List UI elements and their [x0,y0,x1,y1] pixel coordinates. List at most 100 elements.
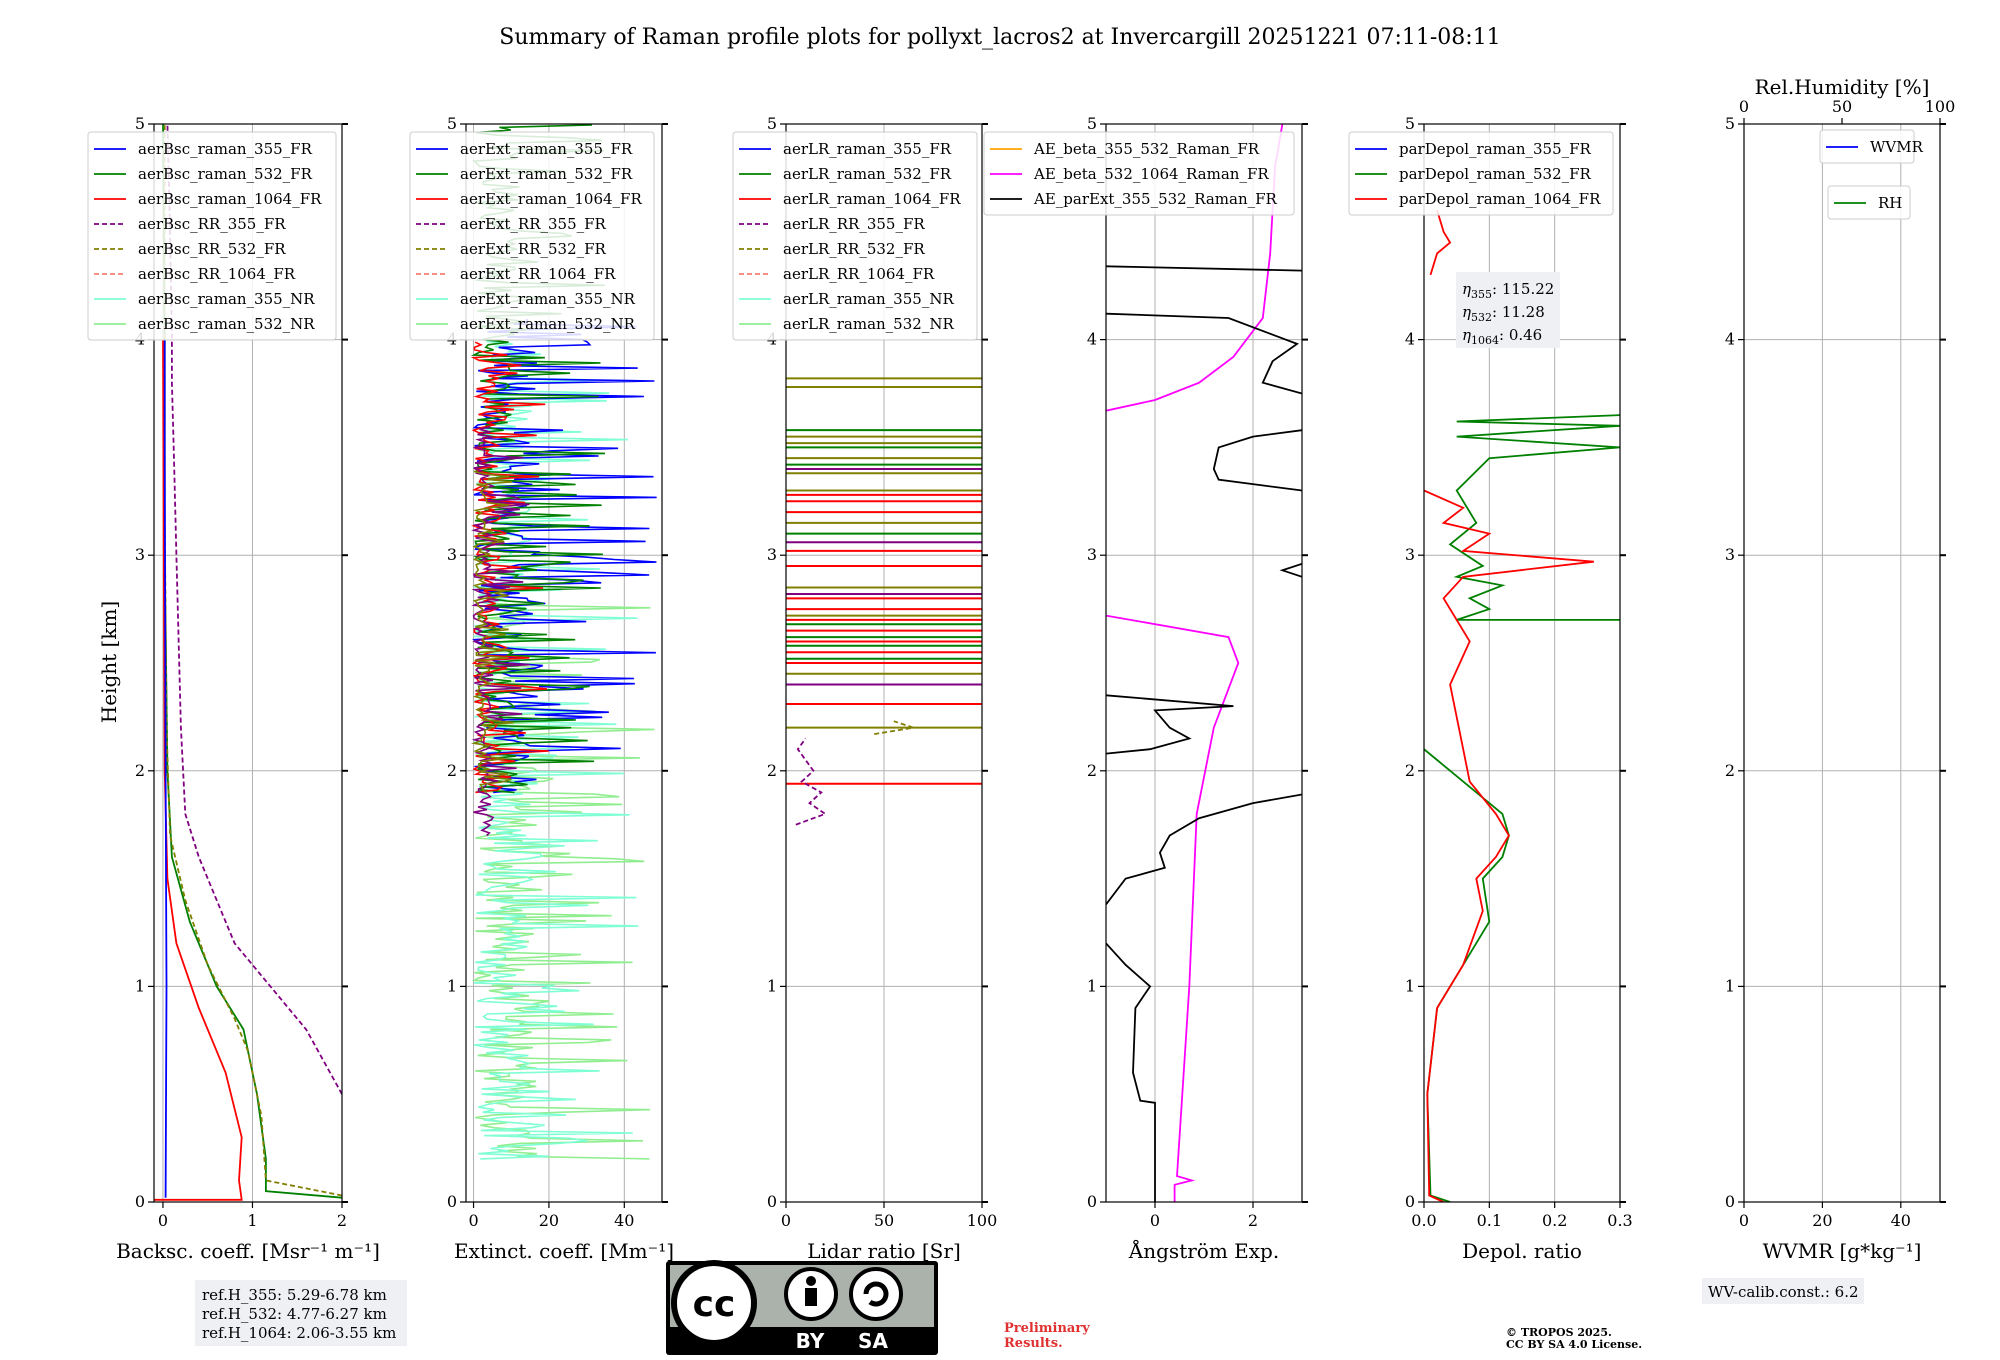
legend-box [87,131,337,341]
y-axis-label: Height [km] [97,601,121,723]
series-parDepol_raman_1064_FR [1424,489,1595,1202]
legend-entry: aerExt_raman_532_NR [460,315,636,333]
legend: WVMR [1819,129,1924,164]
eta-box-bg [1456,272,1560,348]
xaxis-label: Ångström Exp. [1128,1238,1279,1263]
ytick-label: 0 [447,1192,457,1211]
legend: parDepol_raman_355_FR parDepol_raman_532_… [1348,131,1614,216]
badge-sa-label: SA [858,1329,888,1353]
series-aerBsc_RR_355_FR [166,124,342,1095]
xtick-label: 100 [967,1211,998,1230]
xtick-label: 0.0 [1411,1211,1436,1230]
ytick-label: 5 [1087,114,1097,133]
ytick-label: 5 [767,114,777,133]
ytick-label: 5 [1405,114,1415,133]
ref-height-1064: ref.H_1064: 2.06-3.55 km [202,1324,396,1342]
legend-entry: aerBsc_raman_355_FR [138,140,313,158]
series-AE_parExt_355_532_Raman_FR_e [1212,429,1302,492]
xaxis-label: Extinct. coeff. [Mm⁻¹] [454,1239,674,1263]
legend-entry: aerExt_RR_532_FR [460,240,607,258]
xtick-label: 0 [1150,1211,1160,1230]
ytick-label: 3 [1725,545,1735,564]
ytick-label: 2 [1087,761,1097,780]
ytick-label: 0 [1405,1192,1415,1211]
series-AE_parExt_355_532_Raman_FR_f [1106,312,1302,395]
legend-box [1348,131,1614,216]
ytick-label: 3 [1087,545,1097,564]
series-AE_parExt_355_532_Raman_FR_g [1106,265,1302,272]
xtick-label: 2 [1248,1211,1258,1230]
legend-entry: WVMR [1870,138,1924,156]
preliminary-line-2: Results. [1004,1336,1063,1351]
ytick-label: 1 [767,976,777,995]
series-AE_beta_532_1064_Raman_FR [1106,614,1240,1202]
ytick-label: 0 [767,1192,777,1211]
xtick-label: 0.2 [1542,1211,1567,1230]
badge-by-label: BY [796,1329,825,1353]
ytick-label: 3 [135,545,145,564]
ytick-label: 3 [447,545,457,564]
panel-ae: 0 1 2 3 4 5 0 2 Ångström Exp. AE_beta_355_532_Ram… [983,114,1308,1263]
legend: aerExt_raman_355_FR aerExt_raman_532_FRae… [409,131,655,341]
xtick-label: 0 [468,1211,478,1230]
ytick-label: 0 [135,1192,145,1211]
preliminary-line-1: Preliminary [1004,1321,1090,1336]
xtick-label: 20 [539,1211,559,1230]
series-parDepol_raman_532_FR [1424,748,1510,1202]
xtick-label: 0.3 [1607,1211,1632,1230]
ytick-label: 1 [1087,976,1097,995]
eta-value: η1064: 0.46 [1462,326,1542,347]
legend-entry: aerExt_RR_1064_FR [460,265,616,283]
legend-entry: aerExt_RR_355_FR [460,215,607,233]
ytick-label: 2 [1405,761,1415,780]
legend-entry: aerExt_raman_532_FR [460,165,633,183]
axes-frame [1743,123,1941,1203]
plot-area-lr [786,377,982,826]
profile-red [470,341,549,794]
by-person-head [806,1276,816,1286]
axes-frame [153,123,343,1203]
series-parDepol_raman_532_FR_b [1448,414,1620,621]
plot-area-ae [1106,124,1302,1202]
cc-circle-icon [671,1260,757,1346]
series-parDepol_raman_1064_FR_b [1429,209,1452,276]
plot-area-bsc [154,124,342,1201]
xtick-label: 0 [781,1211,791,1230]
ref-height-355: ref.H_355: 5.29-6.78 km [202,1286,387,1304]
xtick-label: 0 [1739,1211,1749,1230]
ytick-label: 2 [1725,761,1735,780]
axes-frame [1105,123,1303,1203]
ytick-label: 5 [135,114,145,133]
by-person-body [805,1288,817,1306]
legend-entry: aerExt_raman_355_FR [460,140,633,158]
legend-box [1819,129,1915,164]
series-aerLR_RR_355_FR [795,737,828,826]
legend: RH [1827,185,1911,220]
ytick-label: 5 [447,114,457,133]
xaxis-label: Lidar ratio [Sr] [807,1239,961,1263]
plot-area-dep [1424,209,1620,1202]
xtick-label: 1 [247,1211,257,1230]
legend-entry: aerBsc_raman_355_NR [138,290,315,308]
legend-entry: aerLR_RR_532_FR [783,240,925,258]
legend-entry: aerLR_RR_1064_FR [783,265,935,283]
legend-entry: aerExt_raman_355_NR [460,290,636,308]
ytick-label: 0 [1087,1192,1097,1211]
legend-entry: aerLR_raman_355_NR [783,290,954,308]
ytick-label: 5 [1725,114,1735,133]
ytick-label: 2 [447,761,457,780]
copyright-line-2: CC BY SA 4.0 License. [1506,1338,1642,1351]
ref-heights-bg [195,1280,407,1346]
xaxis-label: Depol. ratio [1462,1239,1582,1263]
xtick-label: 50 [874,1211,894,1230]
ytick-label: 2 [135,761,145,780]
series-AE_parExt_355_532_Raman_FR_d [1279,562,1302,578]
panel-dep: 0 1 2 3 4 5 0.0 0.1 0.2 0.3 Depol. ratio parDepol_r… [1348,114,1633,1263]
legend-entry: parDepol_raman_532_FR [1399,165,1592,183]
top-xtick-label: 100 [1925,97,1956,116]
xtick-label: 0.1 [1477,1211,1502,1230]
ytick-label: 1 [135,976,145,995]
series-AE_parExt_355_532_Raman_FR [1106,942,1156,1202]
